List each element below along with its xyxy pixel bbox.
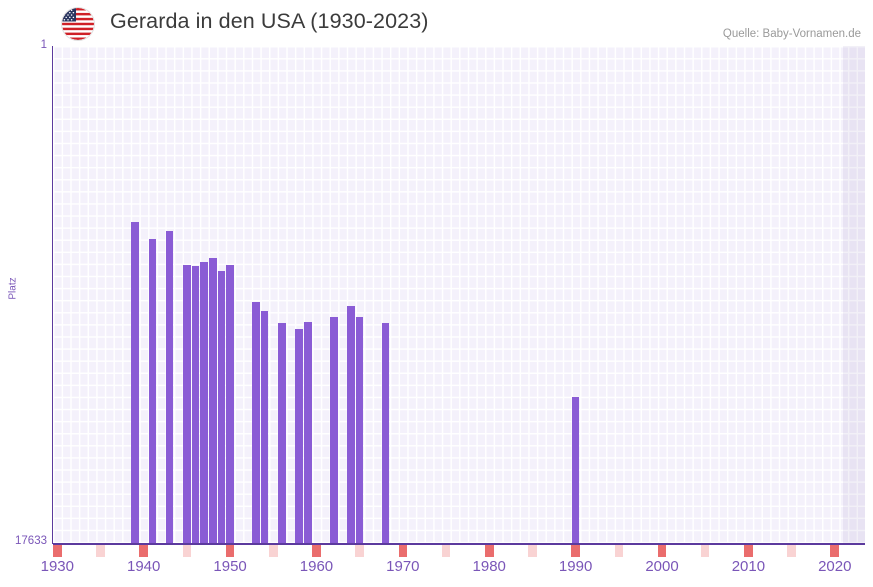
x-axis-ticks <box>53 545 865 557</box>
bar-1968 <box>381 323 390 544</box>
x-tick-1955 <box>268 545 278 557</box>
bar-1956 <box>278 323 286 544</box>
bar-1954 <box>260 311 269 544</box>
x-tick-label-2000: 2000 <box>645 558 679 575</box>
bar-1946 <box>191 266 200 544</box>
bar-1939 <box>131 222 139 544</box>
x-tick-1990 <box>571 545 580 557</box>
x-tick-1960 <box>312 545 321 557</box>
x-tick-label-1940: 1940 <box>127 558 161 575</box>
bar-1945 <box>183 265 191 544</box>
grid <box>53 46 865 544</box>
x-tick-2005 <box>700 545 710 557</box>
page-title: Gerarda in den USA (1930-2023) <box>110 9 429 33</box>
us-flag-icon <box>62 8 94 40</box>
y-axis-top-label: 1 <box>40 39 47 51</box>
x-tick-1980 <box>484 545 494 557</box>
x-tick-label-1980: 1980 <box>472 558 506 575</box>
bar-1943 <box>165 231 174 544</box>
x-tick-label-1990: 1990 <box>558 558 593 575</box>
x-tick-label-1950: 1950 <box>213 558 247 575</box>
plot-area <box>53 46 865 544</box>
bar-1990 <box>571 397 580 544</box>
bar-1964 <box>347 306 355 544</box>
x-tick-2000 <box>657 545 667 557</box>
bar-1949 <box>217 270 226 544</box>
source-attribution: Quelle: Baby-Vornamen.de <box>722 28 861 40</box>
x-axis-line <box>53 543 865 545</box>
bar-1959 <box>304 322 312 544</box>
y-axis-bottom-label: 17633 <box>15 535 47 547</box>
x-tick-1985 <box>528 545 537 557</box>
x-tick-2010 <box>744 545 753 557</box>
bar-1965 <box>355 316 364 544</box>
x-tick-1975 <box>441 545 451 557</box>
bar-1953 <box>252 301 260 544</box>
x-tick-1950 <box>225 545 235 557</box>
x-tick-label-1960: 1960 <box>299 558 334 575</box>
x-tick-label-2010: 2010 <box>731 558 766 575</box>
bar-1958 <box>295 328 303 544</box>
bar-1947 <box>200 261 208 544</box>
bar-1941 <box>148 239 157 544</box>
x-tick-1935 <box>96 545 105 557</box>
bar-1950 <box>226 264 234 544</box>
x-tick-2015 <box>787 545 796 557</box>
x-tick-label-1970: 1970 <box>386 558 420 575</box>
x-tick-1940 <box>139 545 148 557</box>
x-tick-1965 <box>355 545 364 557</box>
bar-1948 <box>209 257 217 544</box>
x-tick-1945 <box>182 545 192 557</box>
x-tick-2020 <box>830 545 840 557</box>
x-tick-1995 <box>614 545 624 557</box>
bar-1962 <box>329 316 338 544</box>
y-axis-title: Platz <box>7 277 19 300</box>
chart-header: Gerarda in den USA (1930-2023) Quelle: B… <box>0 0 873 46</box>
x-tick-label-2020: 2020 <box>818 558 852 575</box>
x-tick-1930 <box>53 545 62 557</box>
x-axis-tick-labels: 1930 1940 1950 1960 1970 1980 1990 2000 2010 2020 <box>0 558 873 584</box>
x-tick-label-1930: 1930 <box>40 558 74 575</box>
x-tick-1970 <box>398 545 408 557</box>
